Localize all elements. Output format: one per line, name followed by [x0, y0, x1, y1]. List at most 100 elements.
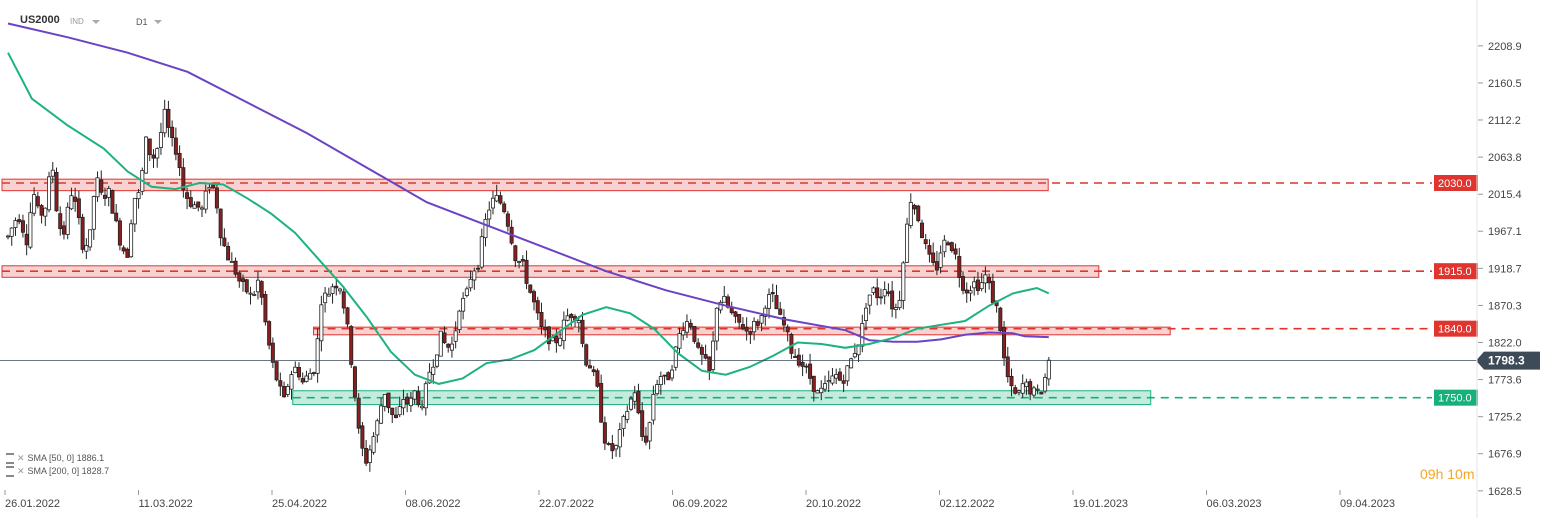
candle-body [405, 396, 410, 405]
candle-body [390, 407, 395, 416]
date-tick-label: 11.03.2022 [139, 498, 193, 510]
price-tick-label: 1773.6 [1488, 375, 1522, 387]
symbol-dropdown-icon[interactable] [92, 20, 100, 24]
date-tick-label: 06.09.2022 [673, 498, 728, 510]
candle-body [718, 301, 723, 311]
candle-body [76, 198, 81, 219]
candle-body [69, 195, 74, 210]
symbol-label[interactable]: US2000 [20, 14, 60, 26]
candle-body [185, 192, 190, 199]
candle-body [912, 204, 917, 210]
candle-body [692, 325, 697, 342]
candle-body [949, 242, 954, 251]
candle-body [942, 239, 947, 253]
candle-body [934, 261, 939, 271]
close-icon[interactable]: ✕ [17, 466, 25, 476]
candle-body [73, 196, 78, 202]
candle-body [461, 297, 466, 312]
candle-body [457, 310, 462, 331]
candle-body [330, 286, 335, 294]
candle-body [539, 312, 544, 327]
date-tick-label: 02.12.2022 [940, 498, 995, 510]
candle-body [733, 311, 738, 317]
candle-body [54, 171, 59, 212]
candle-body [591, 369, 596, 373]
candle-body [714, 307, 719, 342]
candle-body [804, 365, 809, 368]
price-tick-label: 2015.4 [1488, 189, 1522, 201]
candle-body [908, 202, 913, 226]
candle-body [446, 343, 451, 348]
candle-body [188, 197, 193, 207]
candle-body [9, 227, 14, 237]
candle-body [811, 375, 816, 392]
candle-body [722, 295, 727, 303]
candle-body [300, 378, 305, 383]
candle-body [99, 179, 104, 193]
candle-body [528, 284, 533, 293]
candle-body [397, 406, 402, 416]
candle-body [643, 435, 648, 443]
candle-body [199, 207, 204, 210]
candle-body [304, 375, 309, 382]
settings-icon[interactable] [6, 466, 14, 478]
candle-body [371, 436, 376, 453]
timeframe-label[interactable]: D1 [136, 17, 148, 27]
candle-body [65, 206, 70, 235]
level-badge [1434, 320, 1478, 337]
candle-body [878, 296, 883, 299]
level-badge [1434, 263, 1478, 280]
candle-body [822, 383, 827, 390]
close-icon[interactable]: ✕ [17, 453, 25, 463]
candle-body [334, 285, 339, 289]
candle-body [20, 220, 25, 233]
candle-body [315, 338, 320, 374]
candle-body [352, 366, 357, 398]
candle-body [338, 288, 343, 292]
candle-body [229, 261, 234, 263]
candle-body [379, 405, 384, 424]
candle-body [524, 259, 529, 284]
candle-body [1020, 383, 1025, 394]
candle-body [420, 405, 425, 409]
candle-body [43, 207, 48, 217]
candle-body [576, 320, 581, 324]
axis-layer: 2208.9 2160.5 2112.2 2063.8 2015.4 1967.1 1918… [4, 0, 1522, 518]
candle-body [427, 371, 432, 384]
candle-body [673, 346, 678, 368]
candle-body [625, 411, 630, 420]
candle-body [852, 353, 857, 358]
candle-body [155, 148, 160, 159]
price-tick-label: 2112.2 [1488, 115, 1521, 127]
candle-body [621, 416, 626, 429]
candle-body [543, 326, 548, 331]
price-tick-label: 1725.2 [1488, 412, 1522, 424]
candle-body [91, 196, 96, 230]
candle-body [13, 220, 18, 228]
candle-body [1009, 375, 1014, 387]
candle-body [681, 330, 686, 336]
settings-icon[interactable] [6, 453, 14, 465]
legend-sma50: ✕ SMA [50, 0] 1886.1 [6, 453, 104, 465]
candle-body [214, 187, 219, 209]
candle-body [975, 279, 980, 291]
candle-body [711, 340, 716, 370]
candle-body [323, 292, 328, 304]
timeframe-dropdown-icon[interactable] [154, 20, 162, 24]
candle-body [438, 330, 443, 357]
candle-body [890, 290, 895, 310]
candle-body [282, 386, 287, 398]
candle-body [151, 154, 156, 159]
date-tick-label: 19.01.2023 [1073, 498, 1128, 510]
candle-body [569, 314, 574, 318]
candle-body [110, 190, 115, 214]
candle-body [793, 356, 798, 358]
candle-body [1013, 387, 1018, 394]
price-tick-label: 2160.5 [1488, 78, 1522, 90]
candle-body [50, 169, 55, 177]
candle-body [815, 390, 820, 394]
candle-body [632, 392, 637, 402]
price-tick-label: 1870.3 [1488, 300, 1522, 312]
candle-body [767, 294, 772, 309]
